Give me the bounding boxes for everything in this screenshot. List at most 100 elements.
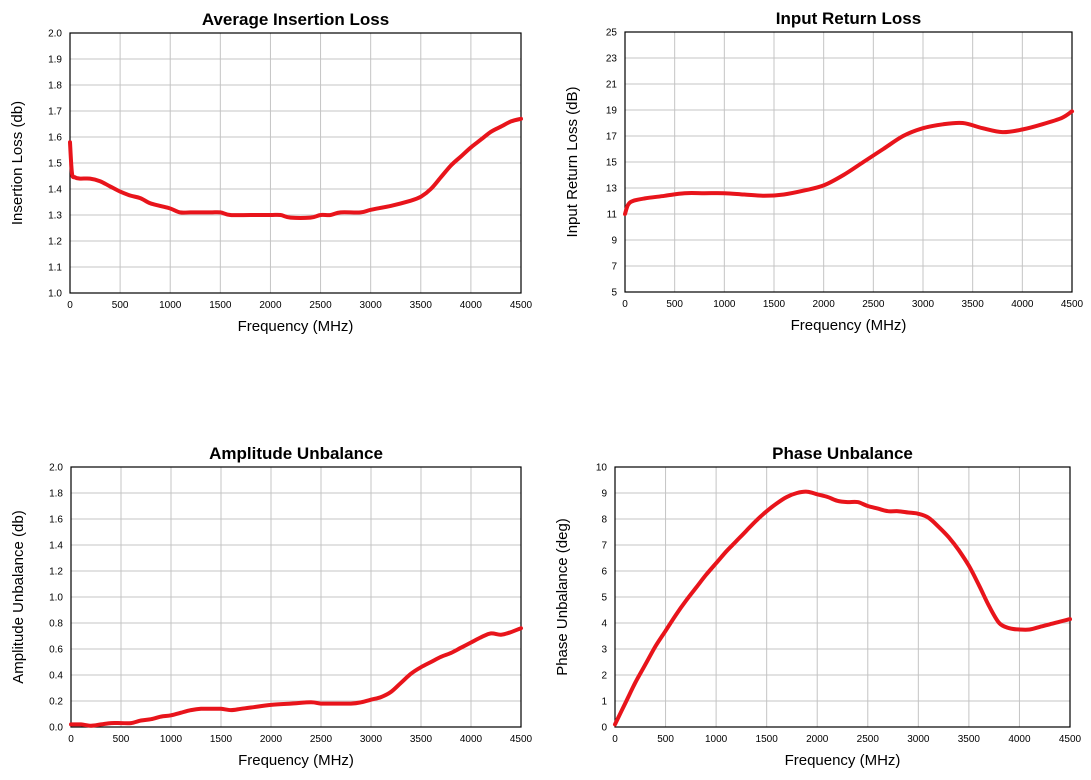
y-tick-label: 1.4 xyxy=(49,541,63,552)
x-tick-label: 0 xyxy=(67,300,73,311)
chart-input-return-loss: 0 500 1000 1500 2000 2500 3000 3500 4000 4500 5 7 9 1… xyxy=(545,0,1091,390)
y-axis-label: Insertion Loss (db) xyxy=(9,101,26,225)
y-tick-label: 1.0 xyxy=(48,289,62,300)
y-tick-label: 0.2 xyxy=(49,697,63,708)
x-tick-label: 500 xyxy=(666,299,683,310)
y-tick-label: 1.8 xyxy=(49,489,63,500)
x-tick-label: 3500 xyxy=(410,734,433,745)
y-tick-label: 13 xyxy=(606,184,618,195)
y-tick-label: 1.6 xyxy=(49,515,63,526)
y-tick-label: 1.7 xyxy=(48,107,62,118)
x-axis-label: Frequency (MHz) xyxy=(238,318,354,335)
x-tick-label: 2000 xyxy=(260,734,283,745)
y-tick-label: 11 xyxy=(607,210,618,221)
chart-amplitude-unbalance: 0 500 1000 1500 2000 2500 3000 3500 4000 4500 0.0 0… xyxy=(0,390,545,780)
x-tick-label: 2000 xyxy=(813,299,836,310)
y-axis-label: Amplitude Unbalance (db) xyxy=(10,510,27,683)
series-line xyxy=(69,626,523,728)
chart-svg: 0 500 1000 1500 2000 2500 3000 3500 4000 4500 0 1 2 3… xyxy=(554,444,1082,769)
y-tick-label: 5 xyxy=(601,593,607,604)
y-tick-label: 7 xyxy=(611,262,617,273)
chart-title: Input Return Loss xyxy=(776,9,921,28)
x-tick-label: 4500 xyxy=(510,300,533,311)
x-tick-label: 2500 xyxy=(857,734,880,745)
y-tick-label: 1.8 xyxy=(48,81,62,92)
x-axis-label: Frequency (MHz) xyxy=(785,752,901,769)
series-line xyxy=(613,489,1072,727)
y-tick-label: 1.3 xyxy=(48,211,62,222)
y-tick-label: 0.8 xyxy=(49,619,63,630)
y-tick-label: 2.0 xyxy=(48,29,62,40)
x-tick-label: 4500 xyxy=(510,734,533,745)
y-tick-label: 1.1 xyxy=(48,263,62,274)
y-tick-label: 1.9 xyxy=(48,55,62,66)
x-tick-label: 1500 xyxy=(756,734,779,745)
x-tick-label: 500 xyxy=(112,300,129,311)
y-tick-label: 23 xyxy=(606,54,618,65)
y-axis-label: Phase Unbalance (deg) xyxy=(554,518,571,676)
plot-frame xyxy=(70,466,522,728)
y-tick-label: 0.4 xyxy=(49,671,63,682)
chart-insertion-loss: 0 500 1000 1500 2000 2500 3000 3500 4000 4500 1.0 1… xyxy=(0,0,545,390)
x-tick-label: 1000 xyxy=(713,299,736,310)
x-tick-label: 2500 xyxy=(309,300,332,311)
x-tick-label: 0 xyxy=(612,734,618,745)
x-tick-label: 1000 xyxy=(160,734,183,745)
y-axis-label: Input Return Loss (dB) xyxy=(564,87,581,238)
y-tick-label: 10 xyxy=(596,463,608,474)
x-tick-label: 1000 xyxy=(705,734,728,745)
x-tick-label: 2500 xyxy=(310,734,333,745)
chart-svg: 0 500 1000 1500 2000 2500 3000 3500 4000 4500 1.0 1… xyxy=(9,10,533,335)
y-tick-label: 19 xyxy=(606,106,618,117)
x-tick-label: 4000 xyxy=(1008,734,1031,745)
y-tick-label: 2.0 xyxy=(49,463,63,474)
plot-frame xyxy=(614,466,1071,728)
y-tick-label: 9 xyxy=(601,489,607,500)
y-tick-label: 25 xyxy=(606,28,618,39)
y-tick-label: 1.5 xyxy=(48,159,62,170)
x-tick-label: 3000 xyxy=(912,299,935,310)
x-tick-label: 2000 xyxy=(259,300,282,311)
chart-svg: 0 500 1000 1500 2000 2500 3000 3500 4000 4500 0.0 0… xyxy=(10,444,533,769)
y-tick-label: 1.2 xyxy=(49,567,63,578)
chart-svg: 0 500 1000 1500 2000 2500 3000 3500 4000 4500 5 7 9 1… xyxy=(564,9,1084,334)
y-tick-label: 0.6 xyxy=(49,645,63,656)
x-tick-label: 4500 xyxy=(1061,299,1084,310)
y-tick-label: 1.0 xyxy=(49,593,63,604)
y-tick-label: 5 xyxy=(611,288,617,299)
x-tick-label: 1500 xyxy=(763,299,786,310)
x-tick-label: 0 xyxy=(622,299,628,310)
x-tick-label: 2500 xyxy=(862,299,885,310)
plot-frame xyxy=(624,31,1073,293)
y-tick-label: 9 xyxy=(611,236,617,247)
x-tick-label: 3500 xyxy=(958,734,981,745)
chart-title: Phase Unbalance xyxy=(772,444,913,463)
x-tick-label: 3500 xyxy=(962,299,985,310)
y-tick-label: 0 xyxy=(601,723,607,734)
y-tick-label: 1 xyxy=(601,697,607,708)
chart-title: Average Insertion Loss xyxy=(202,10,389,29)
y-tick-label: 7 xyxy=(601,541,607,552)
y-tick-label: 3 xyxy=(601,645,607,656)
chart-phase-unbalance: 0 500 1000 1500 2000 2500 3000 3500 4000 4500 0 1 2 3… xyxy=(545,390,1091,780)
y-tick-label: 0.0 xyxy=(49,723,63,734)
y-tick-label: 4 xyxy=(601,619,607,630)
x-axis-label: Frequency (MHz) xyxy=(238,752,354,769)
y-tick-label: 6 xyxy=(601,567,607,578)
x-tick-label: 3000 xyxy=(360,300,383,311)
x-tick-label: 0 xyxy=(68,734,74,745)
y-tick-label: 8 xyxy=(601,515,607,526)
y-tick-label: 1.2 xyxy=(48,237,62,248)
x-tick-label: 4000 xyxy=(460,734,483,745)
x-tick-label: 500 xyxy=(113,734,130,745)
series-line xyxy=(68,116,523,220)
y-tick-label: 17 xyxy=(606,132,618,143)
y-tick-label: 1.6 xyxy=(48,133,62,144)
y-tick-label: 21 xyxy=(606,80,618,91)
y-tick-label: 1.4 xyxy=(48,185,62,196)
x-tick-label: 4500 xyxy=(1059,734,1082,745)
x-tick-label: 4000 xyxy=(1011,299,1034,310)
x-tick-label: 1500 xyxy=(210,734,233,745)
x-axis-label: Frequency (MHz) xyxy=(791,317,907,334)
x-tick-label: 4000 xyxy=(460,300,483,311)
